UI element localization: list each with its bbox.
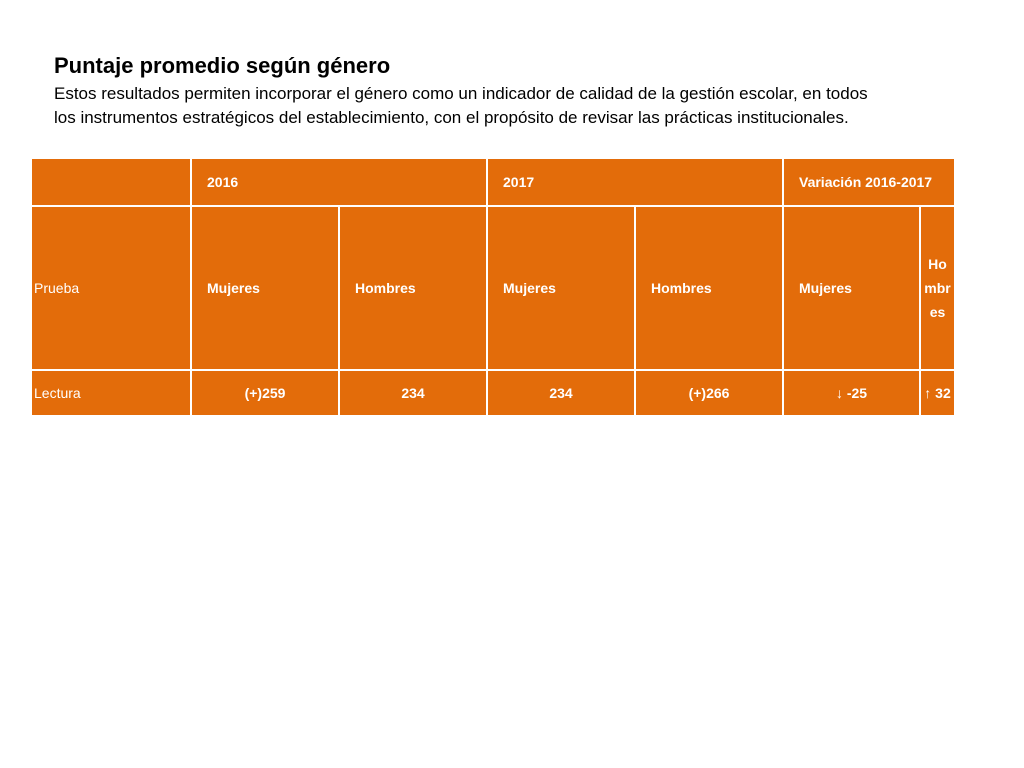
hombres-variation-header: Hombres: [918, 205, 957, 371]
page-subtitle: Estos resultados permiten incorporar el …: [54, 82, 954, 130]
lectura-hombres-2016-cell: 234: [338, 369, 488, 417]
hombres-2017-header: Hombres: [634, 205, 784, 371]
mujeres-2016-header: Mujeres: [190, 205, 340, 371]
prueba-header: Prueba: [30, 205, 192, 371]
subtitle-line-2: los instrumentos estratégicos del establ…: [54, 108, 849, 127]
lectura-mujeres-variation-cell: ↓ -25: [782, 369, 921, 417]
results-table: 2016 2017 Variación 2016-2017 Prueba Muj…: [30, 157, 957, 417]
lectura-mujeres-2017-cell: 234: [486, 369, 636, 417]
mujeres-variation-header: Mujeres: [782, 205, 921, 371]
year-2017-header: 2017: [486, 157, 784, 207]
lectura-mujeres-2016-cell: (+)259: [190, 369, 340, 417]
table-row: Lectura (+)259 234 234 (+)266 ↓ -25 ↑ 32: [30, 369, 957, 417]
lectura-hombres-variation-cell: ↑ 32: [918, 369, 957, 417]
column-header-row: Prueba Mujeres Hombres Mujeres Hombres M…: [30, 205, 957, 371]
variation-header: Variación 2016-2017: [781, 157, 957, 207]
lectura-hombres-2017-cell: (+)266: [634, 369, 784, 417]
blank-header-cell: [30, 157, 192, 207]
year-2016-header: 2016: [190, 157, 488, 207]
page-title: Puntaje promedio según género: [54, 53, 391, 78]
mujeres-2017-header: Mujeres: [486, 205, 636, 371]
subtitle-line-1: Estos resultados permiten incorporar el …: [54, 84, 868, 103]
lectura-prueba-cell: Lectura: [30, 369, 192, 417]
year-header-row: 2016 2017 Variación 2016-2017: [30, 157, 957, 207]
hombres-2016-header: Hombres: [338, 205, 488, 371]
